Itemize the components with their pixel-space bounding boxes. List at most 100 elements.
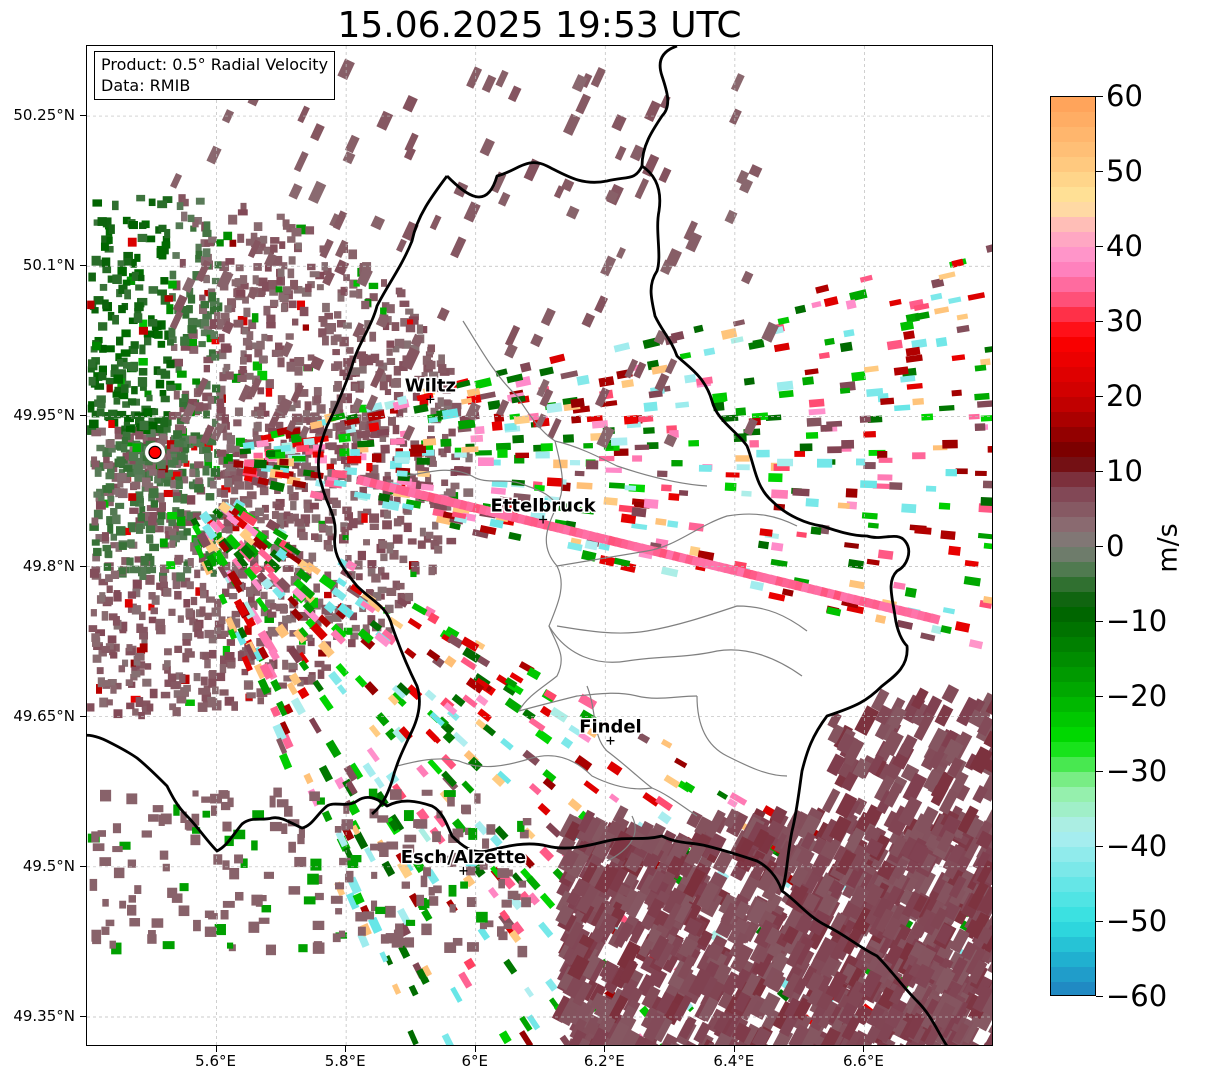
echo-cell <box>339 336 349 347</box>
echo-cell <box>805 972 825 993</box>
echo-cell <box>871 688 890 712</box>
echo-cell <box>98 322 108 331</box>
echo-cell <box>146 505 157 512</box>
echo-cell <box>293 151 309 173</box>
echo-cell <box>629 923 646 945</box>
echo-cell <box>567 798 583 812</box>
echo-cell <box>334 606 343 615</box>
echo-cell <box>105 439 115 448</box>
echo-cell <box>413 403 429 414</box>
echo-cell <box>101 611 109 621</box>
echo-cell <box>568 927 591 953</box>
echo-cell <box>479 922 488 930</box>
echo-cell <box>163 469 173 477</box>
echo-cell <box>281 823 288 834</box>
echo-cell <box>415 819 428 829</box>
echo-cell <box>947 843 965 865</box>
echo-cell <box>349 762 364 780</box>
echo-cell <box>631 507 647 518</box>
echo-cell <box>174 645 183 653</box>
colorbar-band <box>1051 592 1095 608</box>
echo-cell <box>616 246 626 259</box>
echo-cell <box>201 692 212 702</box>
echo-cell <box>149 511 158 520</box>
echo-cell <box>211 353 220 361</box>
echo-cell <box>344 134 360 154</box>
echo-cell <box>228 214 238 225</box>
echo-cell <box>208 634 218 644</box>
echo-cell <box>143 330 153 338</box>
echo-cell <box>876 860 896 881</box>
echo-cell <box>110 542 120 549</box>
echo-cell <box>130 341 139 349</box>
echo-cell <box>233 319 244 328</box>
echo-cell <box>777 458 794 467</box>
echo-cell <box>119 621 128 632</box>
echo-cell <box>720 327 738 340</box>
echo-cell <box>308 180 327 204</box>
echo-cell <box>246 692 256 699</box>
radar-map[interactable]: Wiltz Ettelbruck Findel Esch/Alzette <box>86 45 993 1046</box>
echo-cell <box>509 672 524 684</box>
echo-cell <box>286 681 298 696</box>
echo-cell <box>128 317 138 325</box>
colorbar-tick-label: −30 <box>1106 754 1168 788</box>
echo-cell <box>203 253 212 264</box>
echo-cell <box>839 387 851 394</box>
echo-cell <box>106 236 113 244</box>
echo-cell <box>171 893 183 903</box>
echo-cell <box>314 660 325 668</box>
echo-cell <box>849 885 870 909</box>
echo-cell <box>253 452 263 459</box>
echo-cell <box>696 881 720 911</box>
echo-cell <box>992 1029 993 1046</box>
echo-cell <box>222 860 230 870</box>
echo-cell <box>124 289 132 300</box>
echo-cell <box>156 624 166 635</box>
echo-cell <box>219 663 227 674</box>
echo-cell <box>162 663 169 671</box>
echo-cell <box>482 838 490 849</box>
echo-cell <box>983 730 992 749</box>
echo-cell <box>270 244 278 253</box>
echo-cell <box>124 380 131 388</box>
echo-cell <box>574 755 593 772</box>
echo-cell <box>403 810 414 822</box>
echo-cell <box>116 456 125 467</box>
echo-cell <box>117 266 127 277</box>
echo-cell <box>839 341 853 353</box>
echo-cell <box>495 368 508 377</box>
echo-cell <box>163 479 171 487</box>
echo-cell <box>859 274 873 283</box>
echo-cell <box>329 412 346 422</box>
echo-cell <box>278 682 287 689</box>
echo-cell <box>288 841 296 853</box>
echo-cell <box>852 757 872 780</box>
echo-cell <box>132 588 141 598</box>
echo-cell <box>290 279 299 290</box>
echo-cell <box>410 333 424 348</box>
echo-cell <box>194 569 201 579</box>
echo-cell <box>371 573 381 583</box>
echo-cell <box>661 484 672 492</box>
echo-cell <box>92 199 103 207</box>
echo-cell <box>417 540 426 549</box>
echo-cell <box>905 354 923 363</box>
echo-cell <box>265 388 273 397</box>
echo-cell <box>177 615 184 623</box>
echo-cell <box>849 289 868 302</box>
echo-cell <box>126 438 133 447</box>
echo-cell <box>340 286 348 296</box>
echo-cell <box>261 904 272 913</box>
echo-cell <box>874 704 893 726</box>
echo-cell <box>342 506 352 514</box>
echo-cell <box>823 296 839 307</box>
echo-cell <box>187 294 196 304</box>
echo-cell <box>370 843 381 851</box>
echo-cell <box>170 480 177 489</box>
echo-cell <box>208 292 216 302</box>
echo-cell <box>449 904 456 913</box>
echo-cell <box>307 873 319 885</box>
echo-cell <box>353 491 371 500</box>
echo-cell <box>288 256 296 265</box>
